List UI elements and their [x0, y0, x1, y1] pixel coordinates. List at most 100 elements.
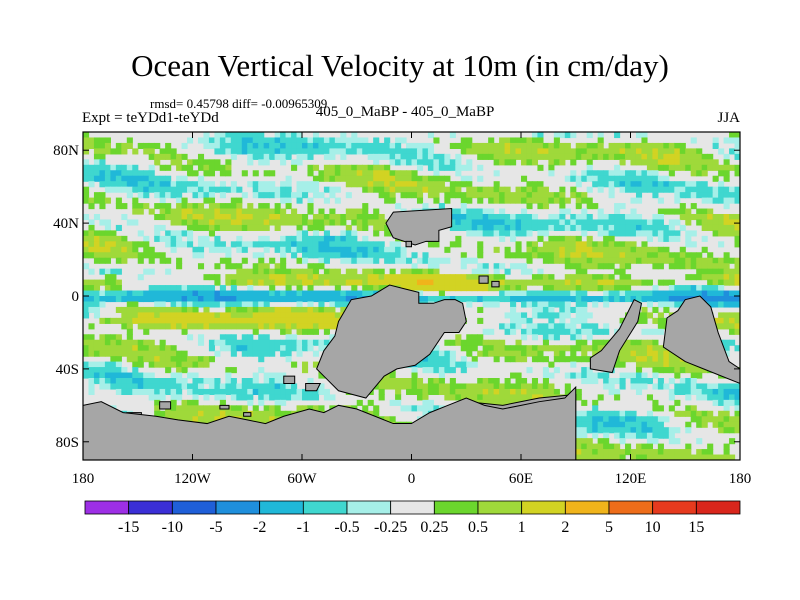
- field-cell: [734, 394, 740, 401]
- field-cell: [712, 454, 719, 460]
- field-cell: [526, 148, 533, 155]
- field-cell: [269, 290, 276, 297]
- field-cell: [729, 317, 736, 324]
- field-cell: [657, 219, 664, 226]
- field-cell: [619, 142, 626, 149]
- field-cell: [362, 241, 369, 248]
- field-cell: [176, 197, 183, 204]
- field-cell: [137, 306, 144, 313]
- field-cell: [630, 175, 637, 182]
- field-cell: [641, 142, 648, 149]
- field-cell: [619, 350, 626, 357]
- field-cell: [646, 443, 653, 450]
- field-cell: [203, 378, 210, 385]
- field-cell: [318, 192, 325, 199]
- field-cell: [406, 192, 413, 199]
- field-cell: [614, 432, 621, 439]
- field-cell: [219, 383, 226, 390]
- field-cell: [493, 192, 500, 199]
- field-cell: [510, 192, 517, 199]
- field-cell: [88, 252, 95, 259]
- field-cell: [466, 388, 473, 395]
- field-cell: [93, 257, 101, 264]
- field-cell: [159, 356, 166, 363]
- field-cell: [378, 214, 385, 221]
- field-cell: [553, 328, 560, 335]
- field-cell: [531, 323, 539, 330]
- field-cell: [137, 296, 144, 303]
- field-cell: [203, 170, 210, 177]
- field-cell: [345, 175, 352, 182]
- field-cell: [488, 192, 495, 199]
- field-cell: [729, 274, 736, 281]
- field-cell: [592, 454, 599, 460]
- field-cell: [690, 164, 697, 171]
- field-cell: [433, 164, 440, 171]
- field-cell: [707, 410, 714, 417]
- field-cell: [625, 350, 632, 357]
- field-cell: [685, 405, 692, 412]
- field-cell: [247, 214, 254, 221]
- field-cell: [521, 268, 528, 275]
- field-cell: [542, 230, 549, 237]
- field-cell: [553, 323, 560, 330]
- field-cell: [197, 285, 205, 292]
- field-cell: [93, 361, 101, 368]
- field-cell: [504, 137, 511, 144]
- field-cell: [88, 383, 95, 390]
- field-cell: [132, 290, 139, 297]
- field-cell: [296, 328, 303, 335]
- field-cell: [83, 345, 90, 352]
- field-cell: [389, 170, 396, 177]
- field-cell: [351, 219, 358, 226]
- field-cell: [701, 235, 708, 242]
- field-cell: [274, 383, 281, 390]
- field-cell: [707, 257, 714, 264]
- field-cell: [323, 290, 330, 297]
- field-cell: [241, 192, 248, 199]
- field-cell: [334, 296, 341, 303]
- field-cell: [230, 306, 237, 313]
- field-cell: [575, 274, 582, 281]
- field-cell: [351, 246, 358, 253]
- field-cell: [723, 268, 730, 275]
- field-cell: [225, 388, 232, 395]
- field-cell: [318, 274, 325, 281]
- field-cell: [312, 164, 320, 171]
- field-cell: [712, 263, 719, 270]
- field-cell: [696, 192, 703, 199]
- field-cell: [707, 268, 714, 275]
- field-cell: [263, 405, 270, 412]
- field-cell: [121, 306, 128, 313]
- field-cell: [504, 345, 511, 352]
- field-cell: [635, 317, 643, 324]
- field-cell: [236, 241, 243, 248]
- field-cell: [137, 372, 144, 379]
- field-cell: [340, 252, 347, 259]
- field-cell: [603, 279, 610, 286]
- field-cell: [214, 323, 221, 330]
- field-cell: [515, 378, 522, 385]
- colorbar-swatch: [84, 500, 130, 515]
- field-cell: [302, 148, 309, 155]
- field-cell: [148, 388, 155, 395]
- field-cell: [181, 290, 188, 297]
- field-cell: [504, 214, 511, 221]
- field-cell: [104, 246, 111, 253]
- field-cell: [110, 345, 117, 352]
- field-cell: [285, 186, 292, 193]
- field-cell: [263, 388, 270, 395]
- field-cell: [433, 405, 440, 412]
- field-cell: [225, 148, 232, 155]
- field-cell: [504, 378, 511, 385]
- field-cell: [230, 224, 237, 231]
- field-cell: [652, 421, 659, 428]
- field-cell: [444, 246, 451, 253]
- field-cell: [225, 186, 232, 193]
- field-cell: [625, 274, 632, 281]
- field-cell: [373, 383, 380, 390]
- field-cell: [635, 246, 643, 253]
- field-cell: [356, 208, 363, 215]
- field-cell: [668, 438, 675, 445]
- field-cell: [696, 263, 703, 270]
